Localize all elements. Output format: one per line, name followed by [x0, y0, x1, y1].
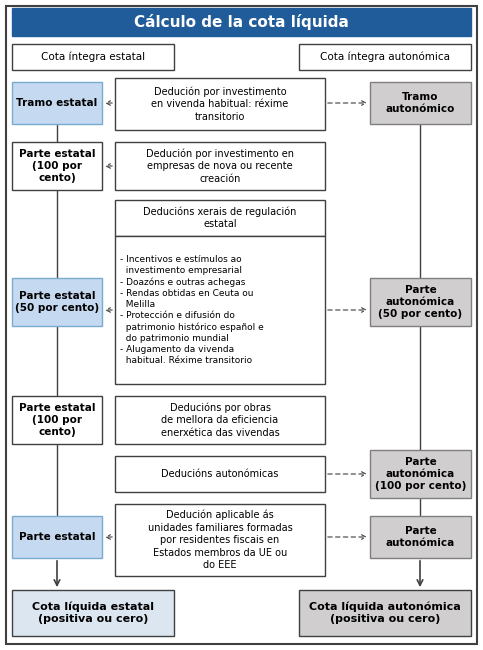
- Bar: [370, 450, 471, 498]
- Bar: [12, 590, 174, 636]
- Text: Deducións xerais de regulación
estatal: Deducións xerais de regulación estatal: [143, 207, 297, 229]
- Text: - Incentivos e estímulos ao
  investimento empresarial
- Doazóns e outras achega: - Incentivos e estímulos ao investimento…: [120, 255, 264, 365]
- Bar: [299, 44, 471, 70]
- Text: Parte estatal
(100 por
cento): Parte estatal (100 por cento): [19, 402, 95, 437]
- Bar: [12, 82, 102, 124]
- Bar: [299, 590, 471, 636]
- Bar: [12, 142, 102, 190]
- Bar: [115, 396, 325, 444]
- Text: Deducións autonómicas: Deducións autonómicas: [161, 469, 279, 479]
- Text: Parte
autonómica: Parte autonómica: [386, 526, 455, 548]
- Text: Cálculo de la cota líquida: Cálculo de la cota líquida: [134, 14, 349, 30]
- Bar: [115, 200, 325, 236]
- Bar: [370, 278, 471, 326]
- Text: Cota íntegra estatal: Cota íntegra estatal: [41, 52, 145, 62]
- Text: Dedución por investimento en
empresas de nova ou recente
creación: Dedución por investimento en empresas de…: [146, 148, 294, 184]
- Bar: [115, 78, 325, 130]
- Text: Parte estatal
(100 por
cento): Parte estatal (100 por cento): [19, 149, 95, 183]
- Text: Tramo
autonómico: Tramo autonómico: [386, 92, 455, 114]
- Bar: [370, 516, 471, 558]
- Bar: [12, 516, 102, 558]
- Text: Parte
autonómica
(50 por cento): Parte autonómica (50 por cento): [379, 285, 463, 319]
- Bar: [115, 236, 325, 384]
- Text: Dedución aplicable ás
unidades familiares formadas
por residentes fiscais en
Est: Dedución aplicable ás unidades familiare…: [148, 510, 292, 570]
- Text: Tramo estatal: Tramo estatal: [16, 98, 98, 108]
- Bar: [12, 396, 102, 444]
- Text: Cota líquida estatal
(positiva ou cero): Cota líquida estatal (positiva ou cero): [32, 601, 154, 625]
- Text: Dedución por investimento
en vivenda habitual: réxime
transitorio: Dedución por investimento en vivenda hab…: [151, 86, 289, 122]
- Text: Parte estatal: Parte estatal: [19, 532, 95, 542]
- Bar: [115, 142, 325, 190]
- Text: Cota líquida autonómica
(positiva ou cero): Cota líquida autonómica (positiva ou cer…: [309, 601, 461, 625]
- Bar: [12, 278, 102, 326]
- Bar: [12, 8, 471, 36]
- Bar: [12, 44, 174, 70]
- Bar: [370, 82, 471, 124]
- Text: Deducións por obras
de mellora da eficiencia
enerxética das vivendas: Deducións por obras de mellora da eficie…: [161, 402, 279, 437]
- Bar: [115, 456, 325, 492]
- Text: Cota íntegra autonómica: Cota íntegra autonómica: [320, 52, 450, 62]
- Text: Parte estatal
(50 por cento): Parte estatal (50 por cento): [15, 291, 99, 313]
- Bar: [115, 504, 325, 576]
- Text: Parte
autonómica
(100 por cento): Parte autonómica (100 por cento): [375, 456, 466, 491]
